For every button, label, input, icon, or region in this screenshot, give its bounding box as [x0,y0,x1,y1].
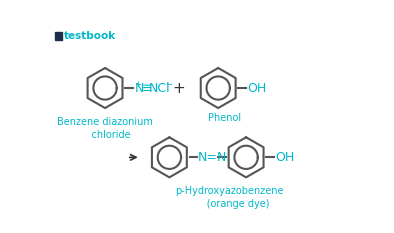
Text: Benzene diazonium
    chloride: Benzene diazonium chloride [57,116,153,140]
Text: −: − [165,80,172,89]
Polygon shape [56,32,61,40]
Text: N: N [134,82,144,95]
Text: testbook: testbook [64,31,116,41]
Text: Phenol: Phenol [208,113,241,123]
Text: OH: OH [247,82,266,95]
Text: N=N: N=N [198,151,227,164]
Text: p-Hydroxyazobenzene
     (orange dye): p-Hydroxyazobenzene (orange dye) [176,186,284,209]
Text: OH: OH [275,151,294,164]
Text: +: + [172,81,185,96]
Text: NCl: NCl [149,82,171,95]
Text: ≡: ≡ [141,82,152,95]
Text: +: + [134,80,141,89]
